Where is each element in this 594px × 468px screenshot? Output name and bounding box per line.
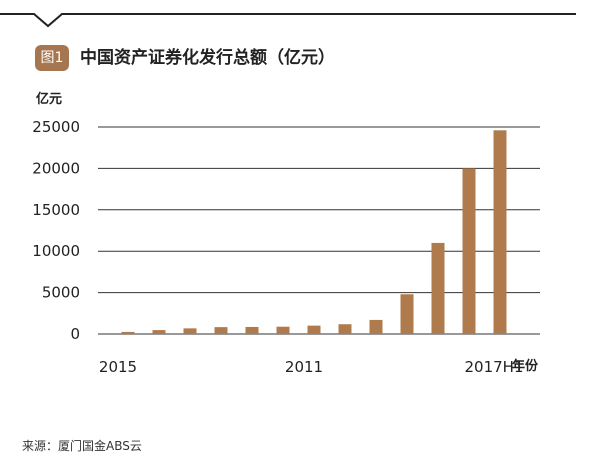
x-tick-label: 2011	[285, 358, 323, 376]
x-tick-label: 2015	[99, 358, 137, 376]
bar	[307, 325, 321, 334]
bars	[121, 130, 507, 334]
bar	[493, 130, 507, 334]
bar	[121, 331, 135, 334]
y-tick-label: 25000	[32, 118, 80, 136]
bar	[338, 324, 352, 334]
x-tick-labels: 2015 2011 2017H1	[99, 358, 524, 376]
y-axis-unit-label: 亿元	[36, 92, 63, 107]
y-tick-label: 5000	[42, 284, 80, 302]
bar	[462, 168, 476, 334]
bar	[214, 327, 228, 334]
y-tick-label: 15000	[32, 201, 80, 219]
bar	[431, 242, 445, 334]
x-axis-label: 年份	[512, 358, 539, 374]
y-tick-label: 20000	[32, 159, 80, 177]
y-tick-label: 0	[70, 325, 80, 343]
bar	[183, 328, 197, 334]
source-note: 来源：厦门国金ABS云	[22, 439, 142, 453]
bar	[245, 326, 259, 334]
bar	[152, 330, 166, 334]
bar	[400, 294, 414, 334]
y-tick-labels: 0 5000 10000 15000 20000 25000	[32, 118, 80, 343]
chart-title: 中国资产证券化发行总额（亿元）	[80, 48, 335, 68]
figure-badge: 图1	[35, 45, 69, 71]
y-tick-label: 10000	[32, 242, 80, 260]
x-tick-label: 2017H1	[465, 358, 524, 376]
bar	[276, 326, 290, 334]
header-divider	[0, 13, 576, 28]
bar	[369, 319, 383, 334]
